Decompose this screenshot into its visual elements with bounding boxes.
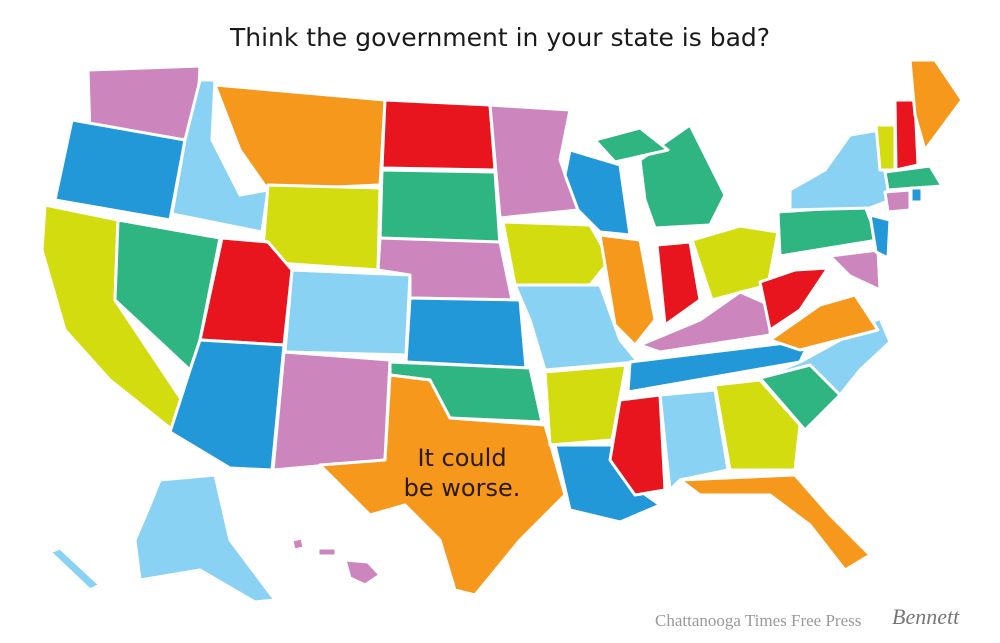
georgia (713, 378, 802, 472)
mississippi (608, 393, 667, 497)
us-map (40, 58, 964, 604)
pennsylvania (776, 204, 880, 258)
annotation-line: be worse. (404, 474, 521, 502)
maine (908, 58, 964, 152)
iowa (501, 220, 612, 287)
oregon (53, 118, 187, 222)
hawaii-3 (343, 558, 382, 587)
title: Think the government in your state is ba… (229, 23, 770, 52)
new-jersey (868, 213, 892, 260)
kansas (404, 296, 528, 370)
maryland (828, 248, 882, 292)
connecticut (883, 188, 912, 214)
south-dakota (378, 168, 502, 247)
alabama (658, 388, 730, 492)
indiana (655, 240, 702, 327)
massachusetts (883, 164, 944, 192)
ohio (690, 224, 780, 302)
vermont (874, 123, 897, 172)
north-carolina (758, 316, 892, 397)
virginia (768, 293, 880, 352)
west-virginia (758, 266, 830, 332)
kentucky (638, 290, 772, 354)
new-hampshire (893, 98, 920, 172)
florida (678, 473, 872, 572)
wisconsin (563, 148, 632, 237)
hawaii-1 (290, 536, 306, 552)
montana (213, 83, 387, 192)
new-mexico (271, 350, 392, 472)
michigan-upper (593, 126, 670, 164)
alaska (133, 473, 277, 604)
hawaii-2 (316, 546, 338, 558)
illinois (598, 233, 657, 347)
aleutians (48, 546, 102, 592)
colorado (283, 268, 412, 357)
rhode-island (909, 186, 924, 204)
minnesota (488, 103, 580, 220)
arizona (168, 338, 286, 472)
north-dakota (380, 98, 497, 172)
new-york (788, 128, 892, 212)
artist-signature: Bennett (892, 604, 960, 629)
annotation-line: It could (417, 444, 506, 472)
publication-credit: Chattanooga Times Free Press (655, 611, 861, 630)
texas (318, 373, 567, 597)
